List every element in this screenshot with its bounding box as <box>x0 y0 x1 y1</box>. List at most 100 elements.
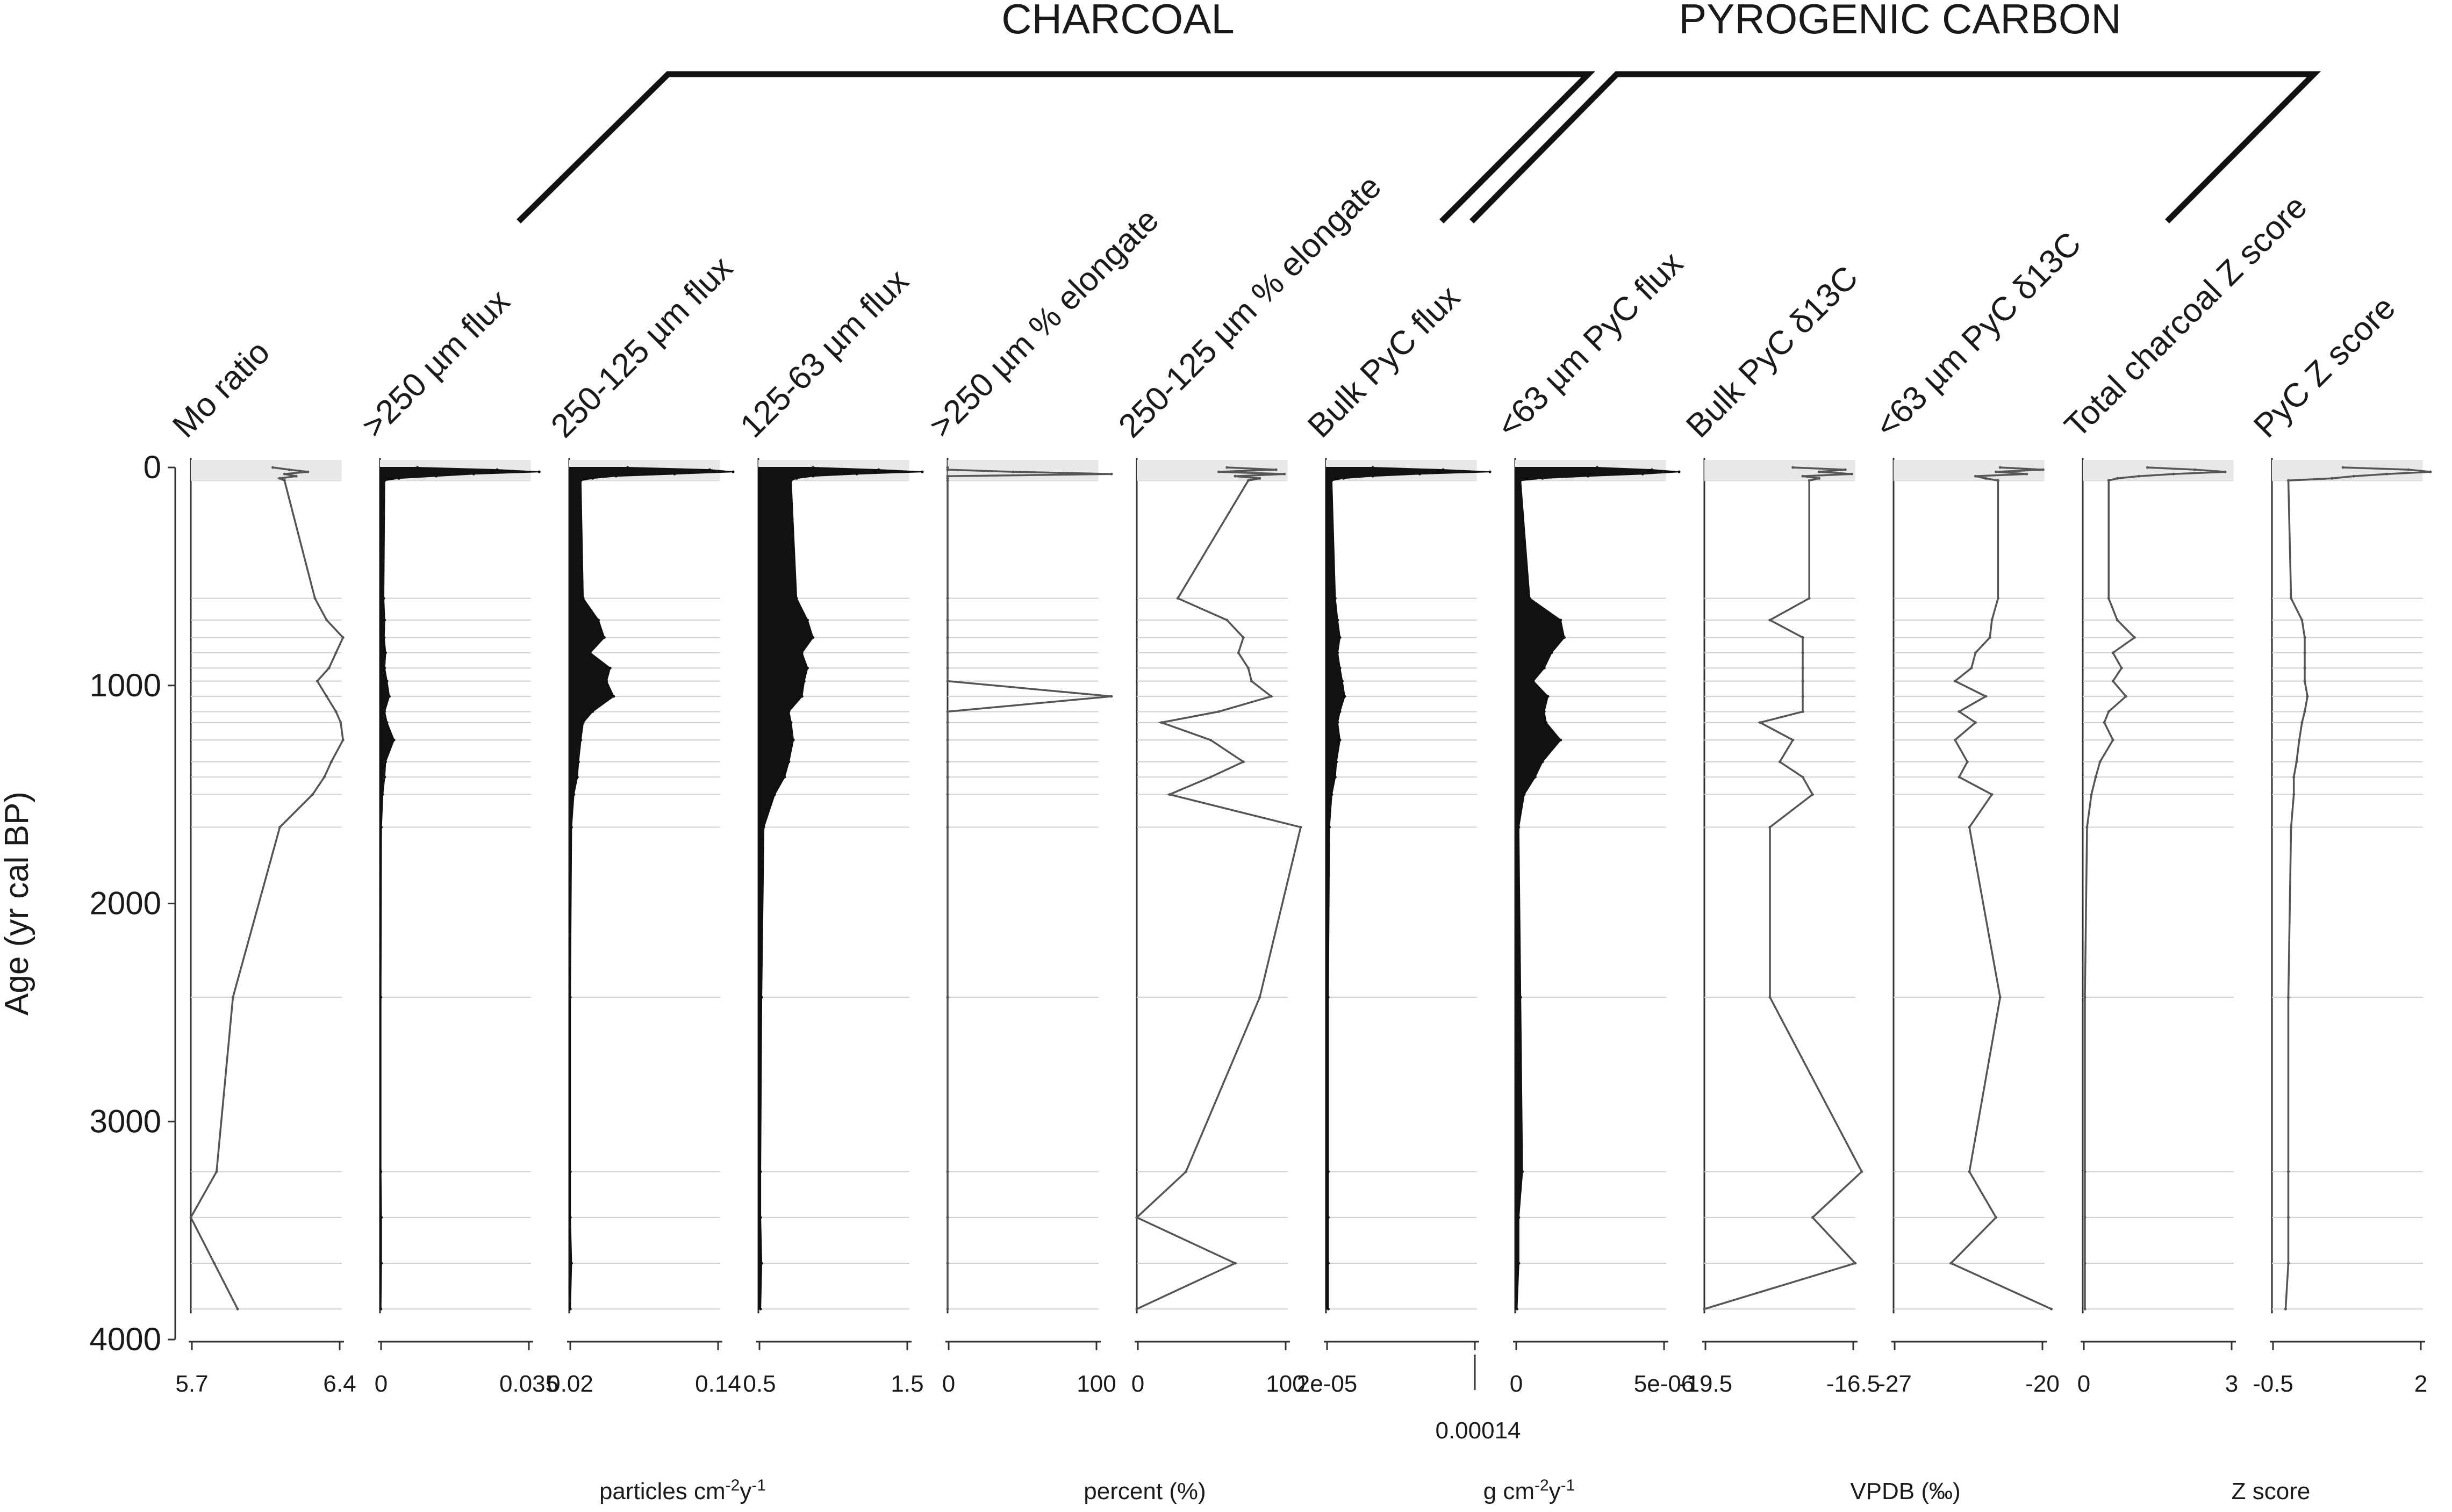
panel-f63: 0.5 1.5 125-63 µm flux <box>733 262 923 1397</box>
data-point <box>2193 468 2197 471</box>
y-tick-label: 4000 <box>90 1321 161 1357</box>
data-point <box>2083 1170 2087 1173</box>
data-point <box>537 470 541 473</box>
data-point <box>946 479 949 482</box>
data-point <box>325 618 328 622</box>
data-point <box>2224 470 2227 473</box>
data-point <box>2303 680 2306 683</box>
data-point <box>2111 680 2114 683</box>
data-point <box>1110 472 1113 476</box>
data-point <box>1995 470 1998 473</box>
data-point <box>2041 468 2045 471</box>
data-point <box>1778 760 1781 764</box>
data-point <box>1818 470 1820 473</box>
data-point <box>2111 738 2114 741</box>
data-point <box>1563 636 1566 639</box>
data-point <box>1801 636 1804 639</box>
data-point <box>2407 468 2410 471</box>
data-point <box>946 468 949 471</box>
data-point <box>2292 775 2296 779</box>
data-point <box>946 826 949 829</box>
data-point <box>1703 1307 1706 1311</box>
data-point <box>921 470 924 473</box>
data-point <box>1541 477 1544 480</box>
data-point <box>1970 666 1973 669</box>
data-point <box>1327 1170 1330 1173</box>
data-point <box>2287 996 2290 999</box>
data-point <box>231 996 234 999</box>
data-point <box>787 710 791 713</box>
data-point <box>283 479 286 482</box>
data-point <box>1587 474 1590 478</box>
x-tick-label: 6.4 <box>323 1371 356 1397</box>
data-point <box>1246 666 1250 669</box>
data-point <box>1801 775 1804 779</box>
x-tick-label: 0 <box>1510 1371 1523 1397</box>
data-point <box>792 738 795 741</box>
data-point <box>946 760 949 764</box>
data-point <box>1533 775 1537 779</box>
data-point <box>946 1216 949 1219</box>
data-point <box>379 1307 383 1311</box>
data-point <box>1270 695 1273 698</box>
data-point <box>1958 775 1961 779</box>
data-point <box>1336 651 1339 654</box>
data-point <box>2083 1262 2087 1265</box>
data-point <box>334 710 338 713</box>
panel-mo: 5.7 6.4 Mo ratio <box>166 334 356 1397</box>
data-line-p13 <box>1949 466 2052 1310</box>
data-area-f250 <box>379 467 540 1310</box>
data-point <box>2025 472 2028 476</box>
data-point <box>589 651 592 654</box>
data-line-mo <box>190 466 345 1309</box>
data-point <box>759 1216 762 1219</box>
data-point <box>795 597 798 600</box>
data-point <box>2290 597 2293 600</box>
data-point <box>2133 636 2136 639</box>
data-point <box>1949 1262 1953 1265</box>
data-point <box>1998 466 2002 469</box>
data-point <box>732 470 735 473</box>
x-tick-label: 2 <box>2414 1371 2427 1397</box>
data-point <box>2284 1307 2287 1311</box>
data-point <box>2353 474 2355 478</box>
data-point <box>760 1262 763 1265</box>
data-point <box>708 468 711 471</box>
data-point <box>1990 793 1994 796</box>
data-point <box>773 793 776 796</box>
x-tick-label: 0.5 <box>743 1371 776 1397</box>
data-point <box>1371 474 1374 478</box>
data-point <box>1953 738 1956 741</box>
data-point <box>1258 996 1261 999</box>
panel-f125: 0.02 0.14 250-125 µm flux <box>544 249 741 1397</box>
data-point <box>1990 618 1994 622</box>
data-point <box>189 1216 192 1219</box>
data-point <box>316 680 319 683</box>
data-point <box>1801 666 1804 669</box>
data-point <box>1953 680 1956 683</box>
panel-title-mo: Mo ratio <box>166 334 277 445</box>
x-tick-label: 100 <box>1077 1371 1116 1397</box>
data-point <box>946 1262 949 1265</box>
x-tick-label: 3 <box>2225 1371 2238 1397</box>
data-point <box>1012 470 1015 473</box>
data-point <box>1338 710 1342 713</box>
data-point <box>2098 760 2102 764</box>
data-point <box>579 738 583 741</box>
data-point <box>1237 651 1240 654</box>
data-point <box>339 721 342 724</box>
data-point <box>2146 466 2149 469</box>
data-point <box>2085 826 2089 829</box>
data-point <box>1517 826 1521 829</box>
data-point <box>2090 793 2093 796</box>
data-point <box>385 680 389 683</box>
x-tick-label: 2e-05 <box>1297 1371 1358 1397</box>
data-point <box>570 826 573 829</box>
data-point <box>2303 666 2306 669</box>
data-point <box>591 477 594 480</box>
data-point <box>946 636 949 639</box>
data-point <box>1336 618 1339 622</box>
data-point <box>783 775 786 779</box>
